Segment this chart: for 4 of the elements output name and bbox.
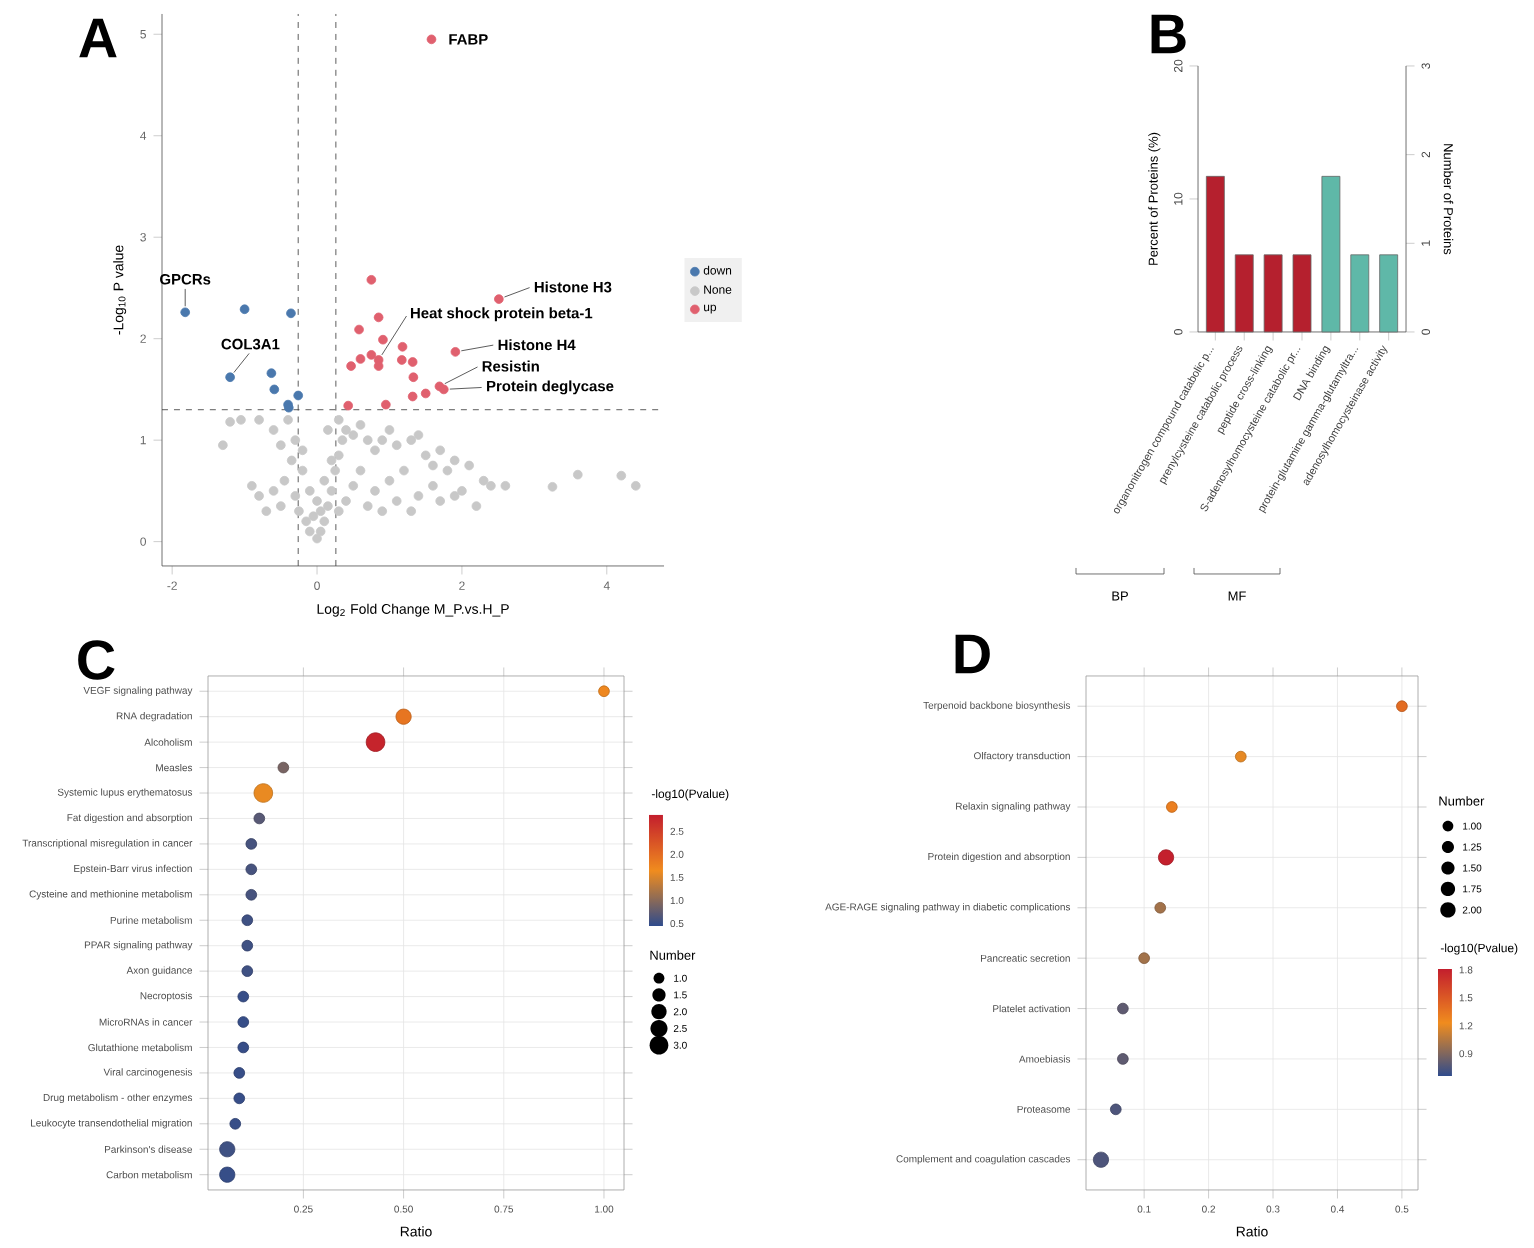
chart-title: B [1151,14,1186,54]
chart-title: C [78,640,115,680]
chart-title: A [79,18,117,58]
chart-title: D [955,634,990,674]
